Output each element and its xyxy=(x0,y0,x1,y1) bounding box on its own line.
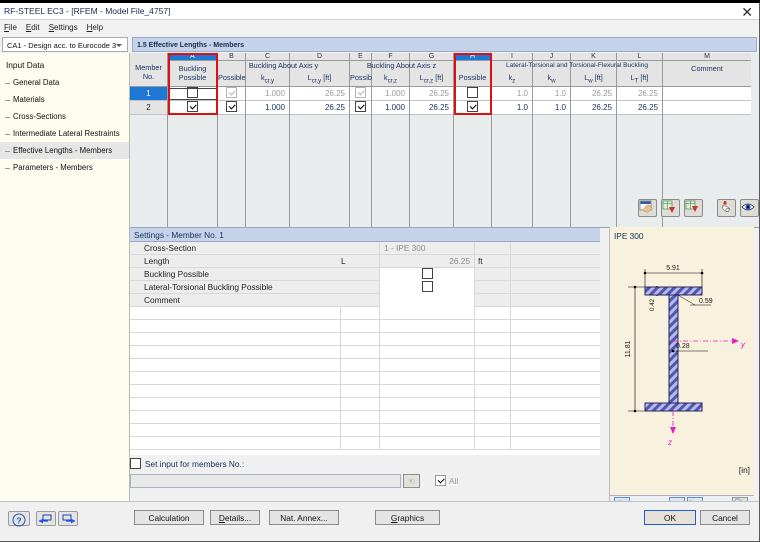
svg-text:11.81: 11.81 xyxy=(625,340,632,357)
svg-text:0.42: 0.42 xyxy=(649,298,656,311)
svg-text:y: y xyxy=(740,340,746,349)
svg-text:0.59: 0.59 xyxy=(699,298,713,305)
svg-text:?: ? xyxy=(16,515,21,525)
svg-text:z: z xyxy=(667,438,672,447)
svg-text:0.28: 0.28 xyxy=(676,343,690,350)
svg-text:5.91: 5.91 xyxy=(666,265,680,272)
